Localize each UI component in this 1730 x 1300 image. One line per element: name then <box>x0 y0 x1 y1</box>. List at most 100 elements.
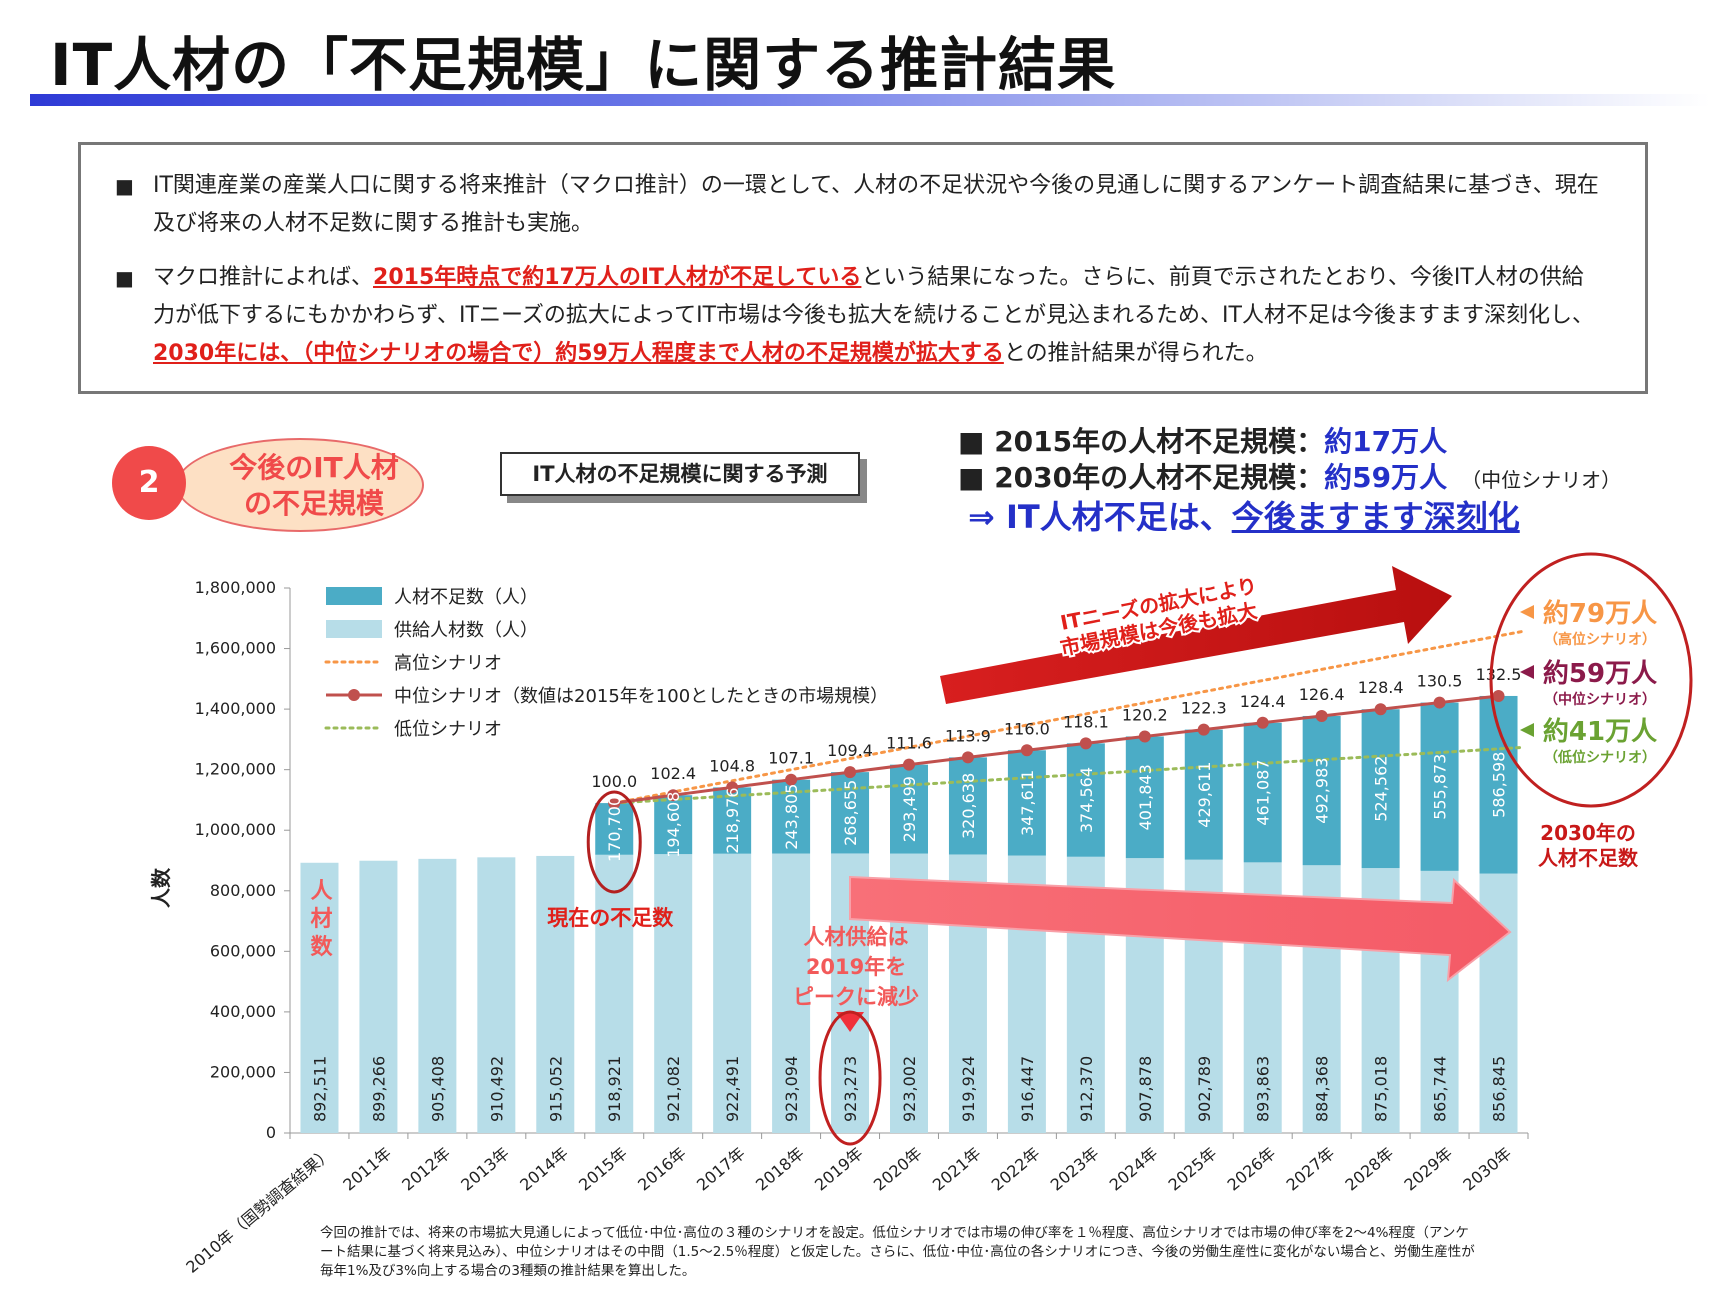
high-scenario-line <box>612 629 1525 805</box>
shortage-bar <box>1361 709 1400 869</box>
scenario-label: （低位シナリオ） <box>1544 749 1656 766</box>
x-tick-label: 2022年 <box>988 1144 1044 1195</box>
mid-scenario-marker <box>667 789 680 802</box>
y-tick-label: 1,800,000 <box>195 578 276 597</box>
supply-bar <box>890 853 928 1133</box>
market-growth-label: 市場規模は今後も拡大 <box>1058 598 1259 660</box>
shortage-bar <box>654 795 693 855</box>
market-index-label: 104.8 <box>709 756 755 775</box>
supply-value-label: 921,082 <box>664 1056 683 1122</box>
x-tick-label: 2017年 <box>693 1144 749 1195</box>
page-title: IT人材の「不足規模」に関する推計結果 <box>50 31 1117 99</box>
shortage-bar <box>595 803 634 855</box>
market-index-label: 130.5 <box>1417 672 1463 691</box>
x-tick-label: 2028年 <box>1342 1144 1398 1195</box>
shortage-bar <box>890 764 928 854</box>
shortage-value-label: 268,655 <box>841 780 860 846</box>
shortage-2030-label: 人材不足数 <box>1538 846 1639 870</box>
section-label-line2: の不足規模 <box>243 487 384 520</box>
supply-value-label: 915,052 <box>546 1056 565 1122</box>
summary-box: ■ IT関連産業の産業人口に関する将来推計（マクロ推計）の一環として、人材の不足… <box>78 142 1648 394</box>
bullet-square-icon: ■ <box>115 266 134 290</box>
x-tick-label: 2015年 <box>575 1144 631 1195</box>
supply-value-label: 884,368 <box>1313 1056 1332 1122</box>
headline-2030-note: （中位シナリオ） <box>1461 468 1622 492</box>
market-index-label: 124.4 <box>1240 692 1286 711</box>
section-label-line1: 今後のIT人材 <box>229 451 399 484</box>
y-tick-label: 200,000 <box>210 1062 276 1081</box>
supply-bar <box>654 854 693 1133</box>
supply-value-label: 893,863 <box>1254 1056 1273 1122</box>
summary-bullet-1: ■ IT関連産業の産業人口に関する将来推計（マクロ推計）の一環として、人材の不足… <box>115 167 1605 243</box>
summary-text-2b: という結果になった。さらに、前頁で示されたとおり、今後IT人材の供給力が低下する… <box>153 265 1594 328</box>
current-shortage-ellipse <box>586 790 642 894</box>
headline-2015-value: 約17万人 <box>1324 425 1448 458</box>
market-index-label: 126.4 <box>1299 685 1345 704</box>
market-index-label: 118.1 <box>1063 712 1109 731</box>
supply-bar <box>1361 868 1400 1133</box>
supply-bar <box>831 853 870 1133</box>
low-scenario-line <box>612 745 1525 805</box>
legend-swatch <box>326 587 382 605</box>
y-tick-label: 800,000 <box>210 881 276 900</box>
supply-bar <box>1479 873 1518 1133</box>
y-tick-label: 1,000,000 <box>195 820 276 839</box>
mid-scenario-marker <box>1374 703 1387 716</box>
x-tick-label: 2011年 <box>339 1144 395 1195</box>
title-underline-bar <box>30 94 1710 106</box>
supply-value-label: 865,744 <box>1431 1056 1450 1122</box>
summary-bullet-2: ■ マクロ推計によれば、2015年時点で約17万人のIT人材が不足しているという… <box>115 259 1605 373</box>
market-index-label: 120.2 <box>1122 705 1168 724</box>
market-growth-label: ITニーズの拡大により <box>1058 573 1259 635</box>
x-tick-label: 2010年（国勢調査結果） <box>182 1144 336 1277</box>
shortage-value-label: 374,564 <box>1077 767 1096 833</box>
x-tick-label: 2029年 <box>1400 1144 1456 1195</box>
market-index-label: 107.1 <box>768 749 814 768</box>
supply-value-label: 923,094 <box>782 1056 801 1122</box>
shortage-bar <box>772 779 811 854</box>
supply-bar <box>1007 855 1046 1133</box>
x-tick-label: 2013年 <box>457 1144 513 1195</box>
headline-2015: ■ 2015年の人材不足規模：約17万人 <box>958 420 1447 460</box>
mid-scenario-marker <box>1256 716 1269 729</box>
x-tick-label: 2016年 <box>634 1144 690 1195</box>
y-tick-label: 1,400,000 <box>195 699 276 718</box>
mid-scenario-marker <box>903 758 915 771</box>
supply-count-label-char: 数 <box>310 934 333 960</box>
shortage-value-label: 555,873 <box>1431 754 1450 820</box>
supply-value-label: 918,921 <box>605 1056 624 1122</box>
supply-value-label: 923,273 <box>841 1056 860 1122</box>
legend-label: 人材不足数（人） <box>394 587 538 608</box>
scenario-pointer-icon <box>1520 665 1534 679</box>
summary-emphasis-2030: 2030年には、（中位シナリオの場合で）約59万人程度まで人材の不足規模が拡大す… <box>153 341 1004 366</box>
bullet-square-icon: ■ <box>115 174 134 198</box>
supply-bar <box>359 860 398 1133</box>
scenario-pointer-icon <box>1520 605 1534 619</box>
supply-bar <box>1243 862 1282 1133</box>
shortage-value-label: 461,087 <box>1254 759 1273 825</box>
x-tick-label: 2027年 <box>1283 1144 1339 1195</box>
shortage-value-label: 586,598 <box>1490 752 1509 818</box>
supply-bar <box>477 857 516 1133</box>
mid-scenario-marker <box>1492 689 1505 702</box>
x-tick-label: 2014年 <box>516 1144 572 1195</box>
shortage-2030-label: 2030年の <box>1540 821 1636 845</box>
supply-value-label: 856,845 <box>1490 1056 1509 1122</box>
shortage-value-label: 194,608 <box>664 792 683 858</box>
supply-decline-arrow <box>849 875 1512 983</box>
shortage-bar <box>1479 695 1518 874</box>
scenario-value: 約59万人 <box>1543 658 1657 689</box>
mid-scenario-marker <box>844 766 857 779</box>
headline-2015-label: ■ 2015年の人材不足規模： <box>958 425 1325 458</box>
supply-bar <box>418 858 457 1133</box>
market-index-label: 102.4 <box>650 764 696 783</box>
x-tick-label: 2012年 <box>398 1144 454 1195</box>
supply-value-label: 923,002 <box>900 1056 919 1122</box>
shortage-value-label: 524,562 <box>1372 756 1391 822</box>
legend-label: 中位シナリオ（数値は2015年を100としたときの市場規模） <box>394 686 888 707</box>
y-tick-label: 400,000 <box>210 1002 276 1021</box>
mid-scenario-marker <box>726 781 739 794</box>
shortage-bar <box>1066 743 1105 857</box>
supply-count-label-char: 材 <box>310 907 332 932</box>
summary-text-2: マクロ推計によれば、2015年時点で約17万人のIT人材が不足しているという結果… <box>115 259 1605 373</box>
